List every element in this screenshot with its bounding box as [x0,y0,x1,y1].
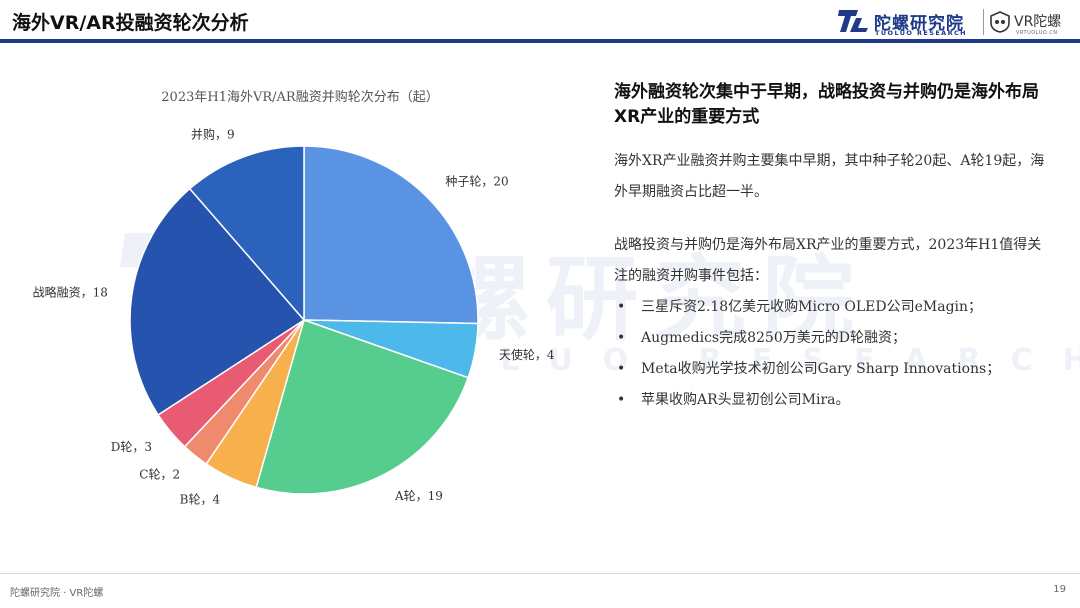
pie-labels: 种子轮，20 天使轮，4 A轮，19 B轮，4C轮，2 D轮，3 战略融资，18 并购，9 [33,127,555,507]
brand-divider [983,9,984,35]
pie-label-5: C轮，2 [139,467,180,481]
brand-logo: 陀螺研究院 TUOLUO RESEARCH VR陀螺 VRTUOLUO.CN [838,6,1074,37]
pie-label-6: D轮，3 [111,440,152,454]
summary-paragraph-1: 海外XR产业融资并购主要集中早期，其中种子轮20起、A轮19起，海外早期融资占比… [614,153,1045,200]
pie-label-2: 天使轮，4 [499,347,555,362]
pie-label-7: 战略融资，18 [33,285,108,300]
pie-slice-3 [255,319,470,495]
footer-source: 陀螺研究院 · VR陀螺 [10,588,104,599]
pie-label-8: 并购，9 [191,127,235,142]
pie-label-4: B轮，4 [180,492,221,506]
summary-heading: 海外融资轮次集中于早期，战略投资与并购仍是海外布局XR产业的重要方式 [614,82,1039,127]
list-item: Augmedics完成8250万美元的D轮融资； [614,323,1054,354]
pie-chart-svg: 2023年H1海外VR/AR融资并购轮次分布（起） 种子轮，20 天使轮，4 A轮，… [33,89,555,507]
pie-slices [129,145,479,495]
footer-rule [0,573,1080,574]
pie-slice-8 [188,145,305,323]
pie-label-3: A轮，19 [394,489,443,503]
event-list: 三星斥资2.18亿美元收购Micro OLED公司eMagin； Augmedi… [614,292,1054,416]
pie-chart: 2023年H1海外VR/AR融资并购轮次分布（起） 种子轮，20 天使轮，4 A轮，… [0,70,600,510]
brand-vr-name: VR陀螺 [1014,14,1062,30]
tuoluo-logo-icon [838,10,868,32]
list-item: Meta收购光学技术初创公司Gary Sharp Innovations； [614,354,1054,385]
page-title: 海外VR/AR投融资轮次分析 [12,12,249,34]
header: 海外VR/AR投融资轮次分析 陀螺研究院 TUOLUO RESEARCH VR陀… [0,0,1080,43]
summary-paragraph-2: 战略投资与并购仍是海外布局XR产业的重要方式，2023年H1值得关注的融资并购事… [614,237,1042,284]
page-number: 19 [1053,584,1066,595]
summary-panel: 海外融资轮次集中于早期，战略投资与并购仍是海外布局XR产业的重要方式 海外XR产… [614,80,1054,416]
pie-slice-7 [129,187,306,416]
brand-vr-url: VRTUOLUO.CN [1016,30,1058,36]
brand-name-cn: 陀螺研究院 [874,14,964,34]
vr-headset-icon [990,11,1010,33]
pie-slice-1 [303,145,479,325]
list-item: 三星斥资2.18亿美元收购Micro OLED公司eMagin； [614,292,1054,323]
pie-label-1: 种子轮，20 [445,174,508,188]
list-item: 苹果收购AR头显初创公司Mira。 [614,385,1054,416]
header-rule [0,39,1080,43]
brand-name-en: TUOLUO RESEARCH [875,29,968,37]
chart-title: 2023年H1海外VR/AR融资并购轮次分布（起） [161,89,438,105]
